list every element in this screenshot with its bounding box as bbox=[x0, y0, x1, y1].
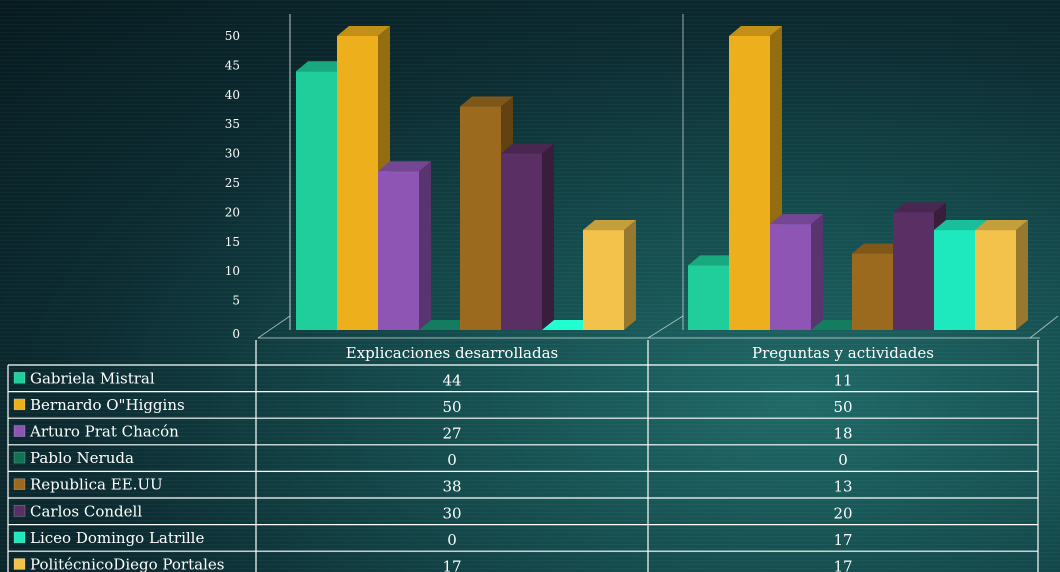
x-category-label: Explicaciones desarrolladas bbox=[346, 344, 558, 362]
bar bbox=[934, 230, 975, 330]
table-value: 17 bbox=[442, 558, 461, 572]
legend-swatch bbox=[13, 425, 26, 437]
table-value: 17 bbox=[833, 558, 852, 572]
bar bbox=[337, 36, 378, 330]
legend-swatch bbox=[13, 531, 26, 544]
bar-top bbox=[975, 220, 1028, 231]
table-value: 17 bbox=[833, 531, 852, 549]
bar-top bbox=[893, 202, 946, 213]
table-value: 13 bbox=[833, 478, 852, 496]
bar-top bbox=[770, 214, 823, 225]
legend-swatch bbox=[13, 372, 26, 384]
bar-side bbox=[811, 214, 823, 330]
y-tick-label: 50 bbox=[225, 29, 240, 43]
bar bbox=[296, 71, 337, 330]
bar-side bbox=[419, 161, 431, 330]
y-tick-label: 30 bbox=[225, 147, 240, 161]
bar-top bbox=[583, 220, 636, 231]
legend-label: Liceo Domingo Latrille bbox=[30, 529, 204, 547]
bar-side bbox=[1016, 220, 1028, 330]
table-value: 20 bbox=[833, 504, 852, 522]
y-tick-label: 10 bbox=[225, 264, 240, 278]
table-value: 27 bbox=[442, 425, 461, 443]
y-tick-label: 25 bbox=[225, 176, 240, 190]
legend-label: Carlos Condell bbox=[30, 502, 142, 520]
bar-side bbox=[624, 220, 636, 330]
table-value: 50 bbox=[833, 398, 852, 416]
y-tick-label: 15 bbox=[225, 235, 240, 249]
bar bbox=[770, 224, 811, 330]
bar bbox=[583, 230, 624, 330]
bar bbox=[688, 265, 729, 330]
y-tick-label: 40 bbox=[225, 88, 240, 102]
bar-top bbox=[934, 220, 987, 231]
x-category-label: Preguntas y actividades bbox=[752, 344, 934, 362]
table-value: 50 bbox=[442, 398, 461, 416]
bar-top bbox=[852, 243, 905, 254]
bar bbox=[893, 212, 934, 330]
bar bbox=[852, 253, 893, 330]
legend-swatch bbox=[13, 505, 26, 517]
y-tick-label: 35 bbox=[225, 117, 240, 131]
bar-top bbox=[337, 26, 390, 36]
bar bbox=[975, 230, 1016, 330]
legend-swatch bbox=[13, 451, 26, 464]
bar-top bbox=[688, 255, 741, 266]
bar-top bbox=[460, 96, 513, 107]
floor-right-edge bbox=[1029, 315, 1059, 339]
legend-label: PolitécnicoDiego Portales bbox=[30, 556, 224, 572]
table-value: 44 bbox=[442, 371, 461, 389]
y-tick-label: 0 bbox=[232, 327, 240, 341]
table-value: 18 bbox=[833, 425, 852, 443]
legend-swatch bbox=[13, 478, 26, 490]
bar-flat bbox=[542, 320, 595, 330]
table-value: 0 bbox=[447, 531, 457, 549]
legend-swatch bbox=[13, 558, 26, 570]
table-value: 30 bbox=[442, 504, 461, 522]
bar bbox=[729, 36, 770, 330]
legend-label: Pablo Neruda bbox=[30, 449, 134, 467]
bar-side bbox=[542, 143, 554, 330]
y-tick-label: 20 bbox=[225, 205, 240, 219]
table-value: 0 bbox=[447, 451, 457, 469]
legend-label: Gabriela Mistral bbox=[30, 369, 155, 387]
bar bbox=[501, 153, 542, 330]
bar-top bbox=[378, 161, 431, 172]
bar-flat bbox=[419, 320, 472, 330]
y-tick-label: 5 bbox=[232, 294, 240, 308]
table-value: 38 bbox=[442, 478, 461, 496]
floor-mid-edge bbox=[647, 315, 684, 339]
legend-label: Arturo Prat Chacón bbox=[29, 423, 179, 441]
bar-top bbox=[296, 61, 349, 72]
table-value: 11 bbox=[833, 371, 852, 389]
bar-top bbox=[729, 26, 782, 36]
bar bbox=[378, 171, 419, 330]
legend-label: Republica EE.UU bbox=[30, 476, 163, 494]
legend-swatch bbox=[13, 398, 26, 411]
bar-flat bbox=[811, 320, 864, 330]
y-tick-label: 45 bbox=[225, 58, 240, 72]
bar-top bbox=[501, 143, 554, 154]
floor-left-edge bbox=[257, 315, 291, 339]
bar bbox=[460, 106, 501, 330]
legend-label: Bernardo O"Higgins bbox=[30, 396, 185, 414]
table-value: 0 bbox=[838, 451, 848, 469]
